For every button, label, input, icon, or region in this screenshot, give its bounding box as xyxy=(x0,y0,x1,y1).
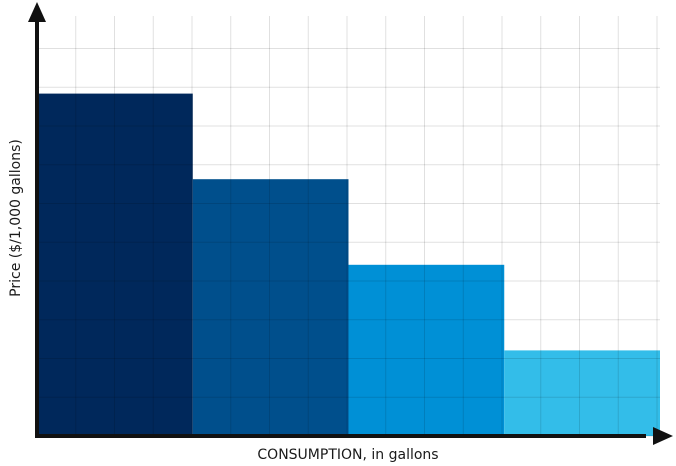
axes-layer xyxy=(28,2,673,445)
y-axis-title: Price ($/1,000 gallons) xyxy=(8,139,24,297)
grid-layer xyxy=(36,16,660,437)
bar-tier-3 xyxy=(348,264,505,436)
bar-tier-2 xyxy=(192,179,349,436)
x-axis-title: CONSUMPTION, in gallons xyxy=(257,447,438,463)
bar-tier-4 xyxy=(504,350,660,436)
bars-layer xyxy=(37,93,660,436)
bar-tier-1 xyxy=(37,93,193,436)
x-axis-arrow xyxy=(653,427,673,445)
y-axis-arrow xyxy=(28,2,46,22)
